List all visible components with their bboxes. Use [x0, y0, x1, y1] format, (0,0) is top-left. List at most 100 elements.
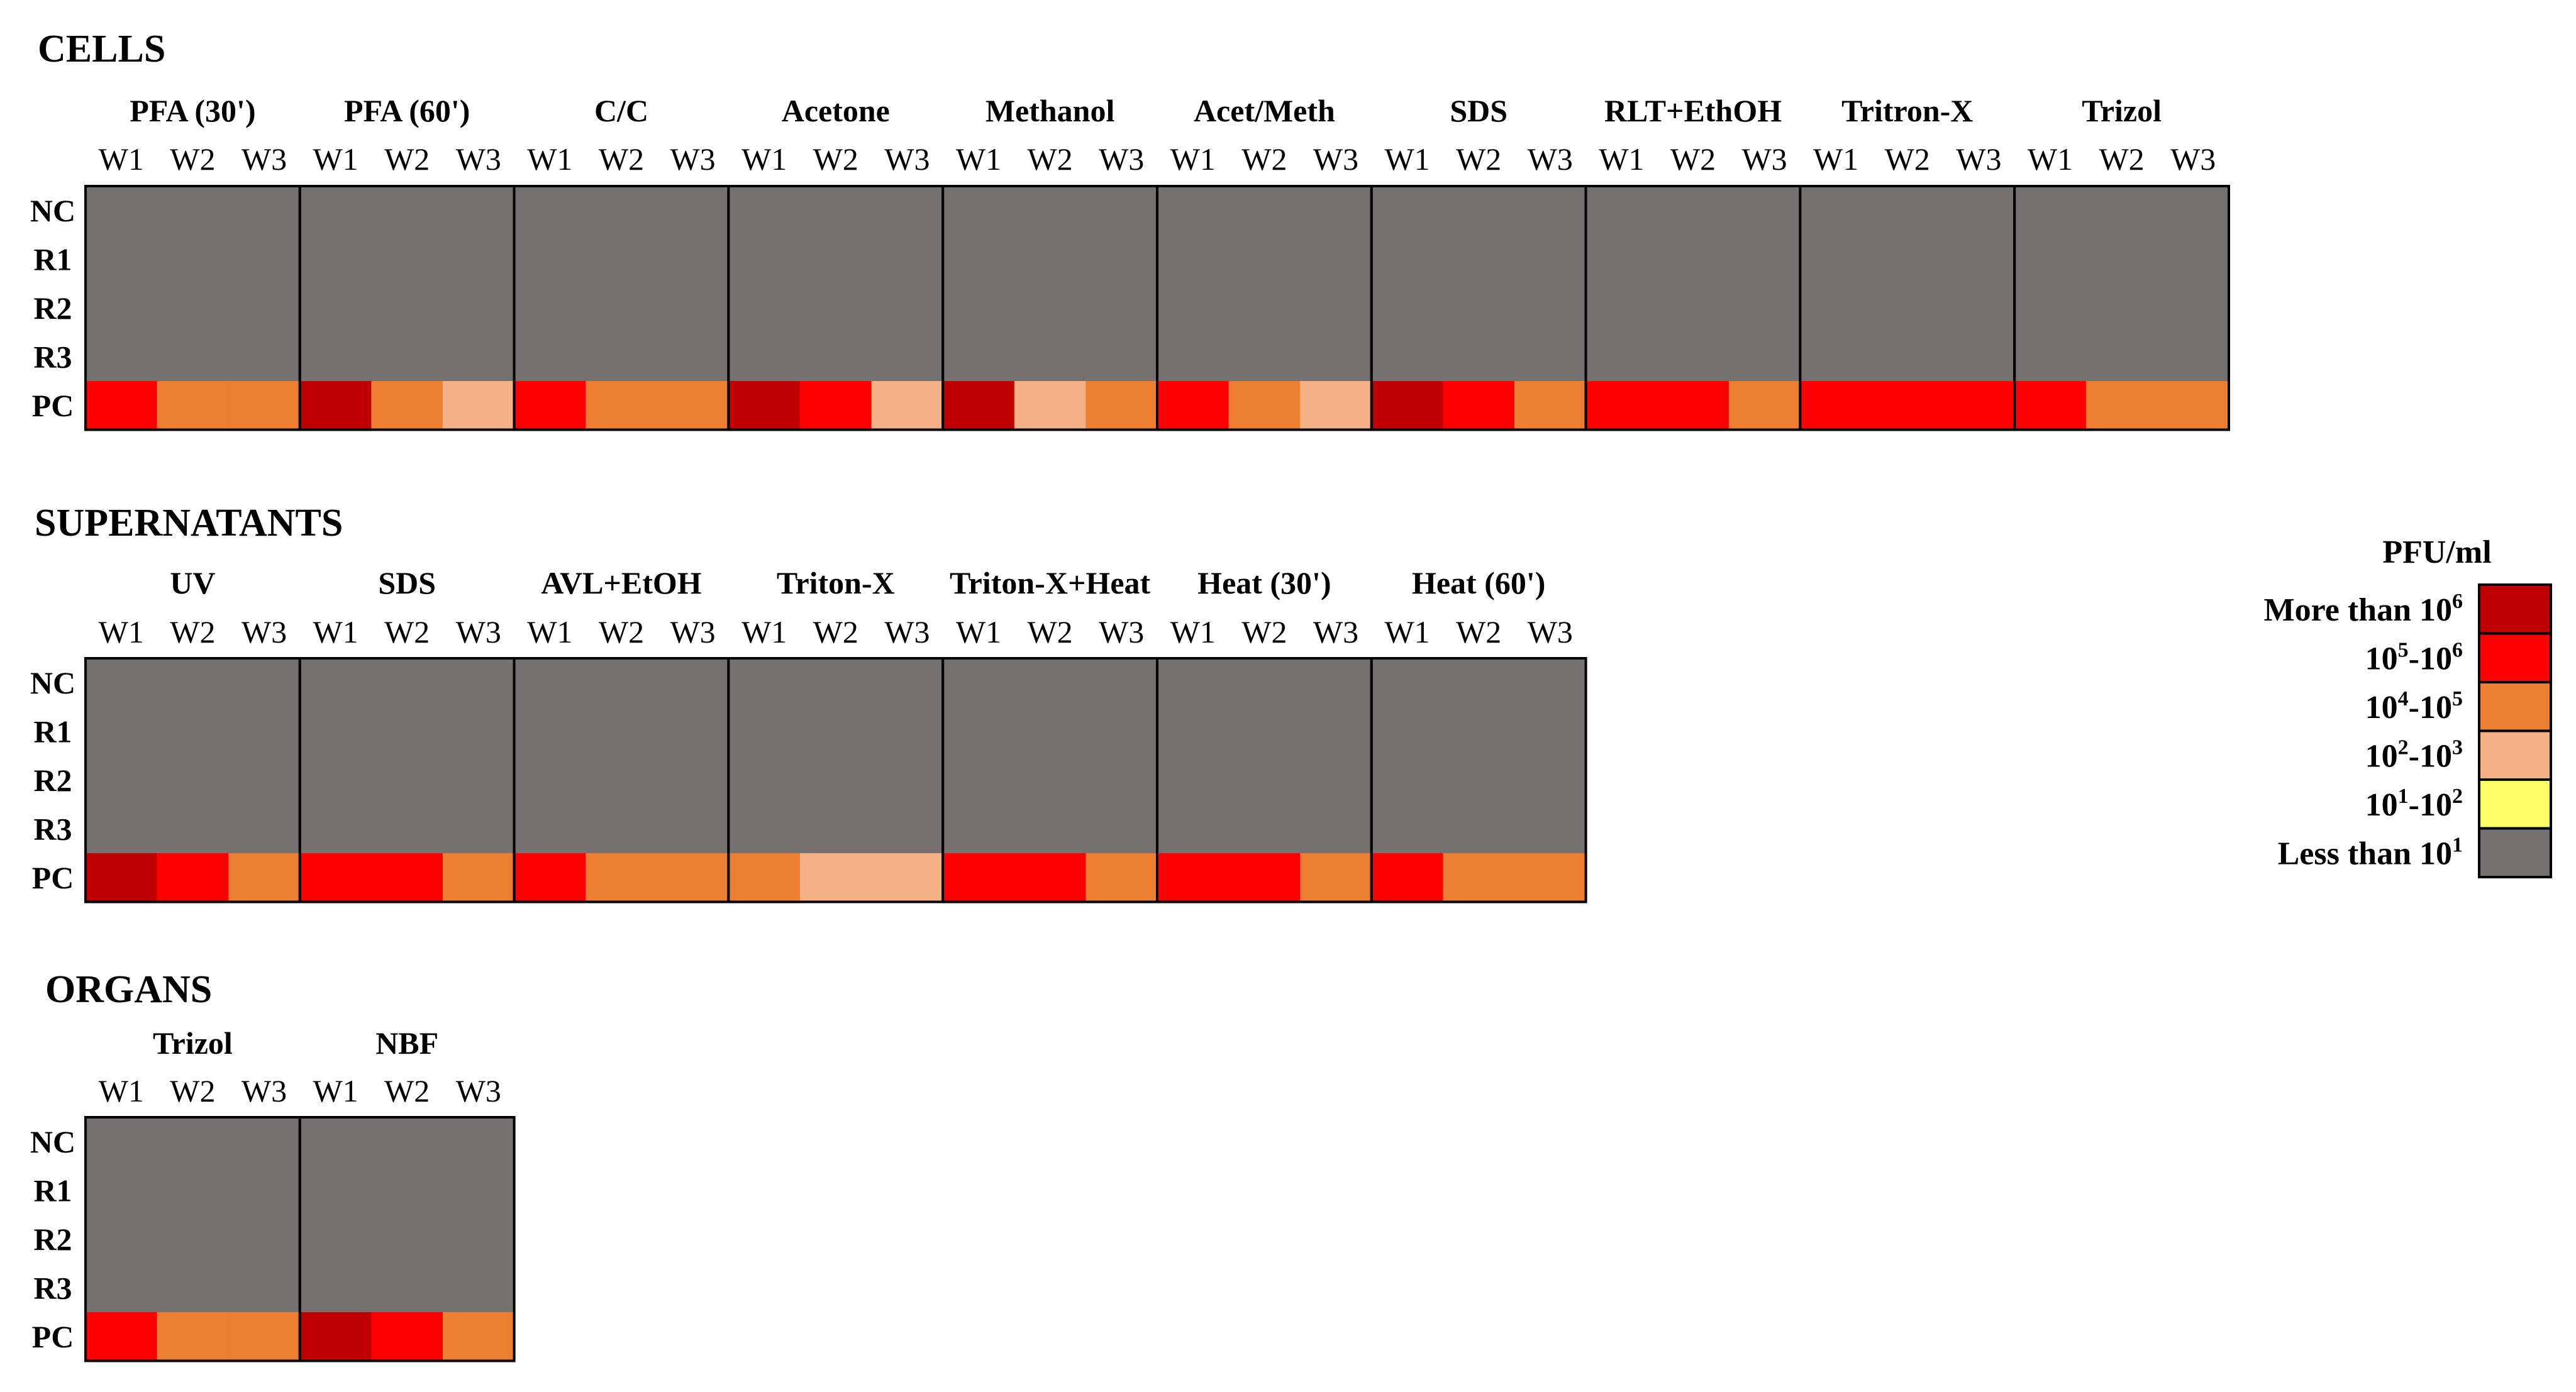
heatmap-cell-r2-w1 — [514, 284, 586, 333]
group-label: C/C — [594, 93, 648, 128]
heatmap-cell-nc-w2 — [371, 186, 443, 236]
heatmap-cell-pc-w2 — [1872, 381, 1944, 431]
heatmap-cell-r1-w3 — [443, 1166, 515, 1215]
group-border — [2013, 185, 2230, 431]
heatmap-cell-r1-w3 — [1085, 235, 1158, 284]
heatmap-cell-r3-w3 — [1300, 804, 1372, 854]
heatmap-cell-nc-w3 — [443, 1117, 515, 1167]
group-label: Tritron-X — [1841, 93, 1973, 128]
row-label-r1: R1 — [33, 714, 72, 749]
legend-label-2to3: 102-103 — [2365, 736, 2463, 774]
heatmap-cell-r2-w1 — [1371, 284, 1443, 333]
heatmap-cell-pc-w1 — [943, 853, 1015, 903]
week-label: W2 — [1027, 614, 1072, 649]
heatmap-cell-nc-w1 — [514, 186, 586, 236]
heatmap-cell-r1-w2 — [1228, 235, 1301, 284]
heatmap-cell-r3-w2 — [2085, 332, 2158, 382]
heatmap-cell-pc-w3 — [1943, 381, 2015, 431]
heatmap-cell-r2-w1 — [1157, 284, 1230, 333]
heatmap-cell-r2-w2 — [371, 284, 443, 333]
heatmap-cell-r3-w3 — [2157, 332, 2229, 382]
heatmap-cell-r3-w2 — [800, 332, 872, 382]
heatmap-cell-r1-w1 — [728, 235, 801, 284]
heatmap-cell-pc-w2 — [1657, 381, 1729, 431]
heatmap-cell-pc-w1 — [514, 381, 586, 431]
legend-swatch-lt1 — [2478, 827, 2552, 878]
heatmap-cell-r1-w2 — [1443, 235, 1515, 284]
heatmap-cell-r2-w2 — [1228, 284, 1301, 333]
heatmap-cell-r2-w3 — [1728, 284, 1801, 333]
legend-swatch-gt6 — [2478, 583, 2552, 635]
heatmap-cell-r2-w3 — [1300, 756, 1372, 805]
group-label: Acetone — [782, 93, 890, 128]
heatmap-cell-r1-w3 — [871, 707, 943, 756]
week-label: W1 — [99, 141, 144, 177]
heatmap-cell-r3-w2 — [1443, 332, 1515, 382]
heatmap-cell-nc-w3 — [1300, 186, 1372, 236]
heatmap-cell-nc-w3 — [657, 186, 729, 236]
heatmap-cell-r2-w2 — [371, 756, 443, 805]
week-label: W2 — [170, 614, 215, 649]
heatmap-cell-pc-w3 — [657, 381, 729, 431]
group-label: PFA (60') — [344, 93, 470, 128]
heatmap-cell-r1-w1 — [299, 1166, 372, 1215]
heatmap-cell-r1-w2 — [157, 235, 229, 284]
week-label: W1 — [527, 141, 572, 177]
heatmap-cell-r1-w1 — [86, 235, 158, 284]
week-label: W2 — [384, 141, 430, 177]
heatmap-cell-nc-w3 — [871, 186, 943, 236]
heatmap-cell-r1-w1 — [943, 235, 1015, 284]
heatmap-cell-r2-w1 — [86, 284, 158, 333]
week-label: W3 — [670, 141, 715, 177]
heatmap-cell-r2-w3 — [657, 756, 729, 805]
heatmap-cell-nc-w2 — [2085, 186, 2158, 236]
heatmap-cell-r2-w2 — [2085, 284, 2158, 333]
group-border — [298, 1116, 516, 1362]
heatmap-cell-r1-w2 — [586, 707, 658, 756]
heatmap-cell-r3-w1 — [299, 332, 372, 382]
heatmap-cell-r2-w1 — [1800, 284, 1872, 333]
heatmap-cell-r1-w3 — [443, 707, 515, 756]
heatmap-cell-r1-w3 — [1943, 235, 2015, 284]
heatmap-cell-r1-w1 — [299, 707, 372, 756]
heatmap-cell-r3-w2 — [1443, 804, 1515, 854]
heatmap-cell-pc-w3 — [443, 381, 515, 431]
row-label-r3: R3 — [33, 811, 72, 846]
heatmap-cell-nc-w3 — [228, 186, 301, 236]
heatmap-cell-r3-w3 — [443, 332, 515, 382]
week-label: W3 — [1528, 614, 1573, 649]
heatmap-cell-r2-w2 — [157, 756, 229, 805]
heatmap-cell-r1-w1 — [1157, 707, 1230, 756]
heatmap-cell-pc-w2 — [586, 381, 658, 431]
heatmap-cell-r1-w2 — [1443, 707, 1515, 756]
heatmap-cell-r2-w1 — [299, 1215, 372, 1264]
heatmap-cell-pc-w1 — [728, 381, 801, 431]
heatmap-cell-nc-w1 — [299, 186, 372, 236]
heatmap-cell-pc-w1 — [1371, 853, 1443, 903]
heatmap-cell-r1-w2 — [1228, 707, 1301, 756]
heatmap-cell-r3-w3 — [657, 332, 729, 382]
heatmap-cell-nc-w1 — [1800, 186, 1872, 236]
row-label-nc: NC — [30, 1124, 75, 1159]
heatmap-cell-r2-w3 — [871, 756, 943, 805]
heatmap-cell-r1-w2 — [371, 707, 443, 756]
week-label: W2 — [1027, 141, 1072, 177]
week-label: W3 — [1099, 614, 1144, 649]
heatmap-cell-r3-w3 — [228, 332, 301, 382]
heatmap-cell-r3-w1 — [1157, 332, 1230, 382]
week-label: W2 — [813, 141, 858, 177]
week-label: W1 — [956, 614, 1001, 649]
week-label: W3 — [2170, 141, 2216, 177]
heatmap-cell-pc-w1 — [943, 381, 1015, 431]
heatmap-cell-nc-w3 — [1943, 186, 2015, 236]
heatmap-cell-r2-w1 — [86, 1215, 158, 1264]
week-label: W3 — [456, 1073, 501, 1108]
heatmap-cell-r3-w1 — [1585, 332, 1658, 382]
heatmap-cell-r2-w3 — [657, 284, 729, 333]
heatmap-cell-nc-w1 — [728, 658, 801, 708]
heatmap-cell-pc-w2 — [1014, 853, 1086, 903]
heatmap-cell-r2-w3 — [1514, 284, 1587, 333]
heatmap-cell-nc-w2 — [1228, 186, 1301, 236]
week-label: W2 — [1885, 141, 1930, 177]
heatmap-cell-r1-w1 — [1800, 235, 1872, 284]
